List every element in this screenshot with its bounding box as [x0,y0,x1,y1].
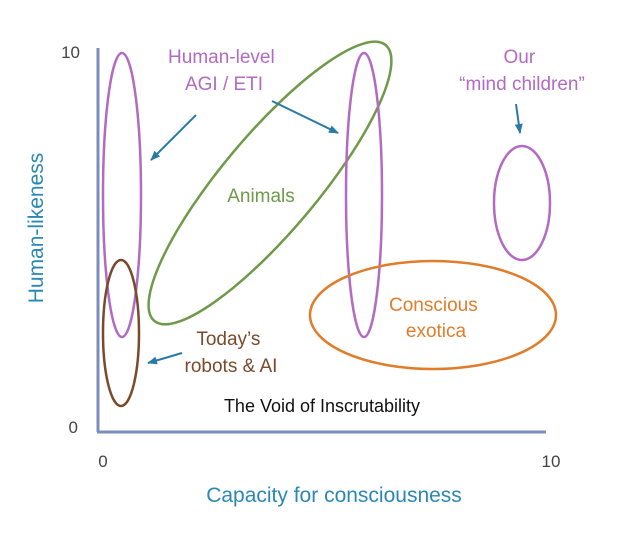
human-level-ellipse-left [101,51,143,339]
human-level-label-line1: Human-level [168,47,275,68]
y-min-label: 0 [69,418,78,437]
conscious-exotica-label-line2: exotica [406,321,467,342]
human-level-label: Human-level AGI / ETI [168,47,280,95]
y-axis-title: Human-likeness [25,153,48,304]
human-level-label-line2: AGI / ETI [185,74,263,95]
robots-label: Today’s robots & AI [185,329,278,377]
animals-label: Animals [227,186,295,207]
arrow-robots [147,352,183,365]
x-axis-title: Capacity for consciousness [206,484,462,507]
void-label: The Void of Inscrutability [224,396,420,416]
conscious-exotica-label: Conscious exotica [389,295,483,342]
arrow-mind-children [514,103,523,134]
conscious-exotica-ellipse [308,259,558,371]
arrow-human-level-left [150,114,197,161]
robots-label-line1: Today’s [196,329,260,350]
human-level-ellipse-right [344,51,384,339]
arrow-human-level-right [271,100,339,134]
mind-children-ellipse [492,144,552,262]
y-max-label: 10 [61,43,80,62]
robots-label-line2: robots & AI [185,356,278,377]
mind-children-label: Our “mind children” [459,47,585,95]
x-max-label: 10 [542,452,561,471]
mind-children-label-line1: Our [504,47,536,68]
animals-ellipse [147,40,393,326]
conscious-exotica-label-line1: Conscious [389,295,478,316]
x-min-label: 0 [98,452,107,471]
robots-ellipse [101,258,141,408]
mind-children-label-line2: “mind children” [459,74,585,95]
